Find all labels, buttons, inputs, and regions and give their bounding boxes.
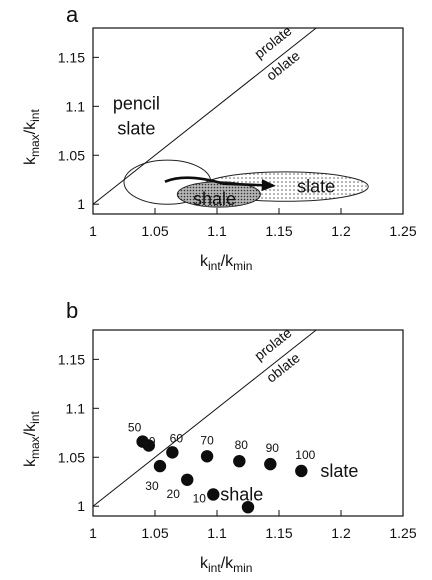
panel-a-frame — [92, 27, 404, 215]
data-point — [181, 473, 194, 486]
x-tick-label: 1.25 — [389, 525, 416, 541]
pencil-slate-label-line-1: pencil — [113, 93, 160, 113]
data-point — [207, 488, 220, 501]
slate-annotation: slate — [320, 461, 358, 481]
x-tick-label: 1.05 — [141, 223, 168, 239]
y-tick-label: 1.15 — [58, 49, 85, 65]
panel-b-frame — [92, 329, 404, 517]
panel-b-reference-line — [92, 329, 317, 507]
y-tick-label: 1 — [77, 498, 85, 514]
panel-b-points — [136, 435, 308, 514]
x-tick-label: 1.05 — [141, 525, 168, 541]
data-point-label: 100 — [295, 448, 315, 462]
x-tick-label: 1.2 — [331, 525, 351, 541]
x-tick-label: 1 — [89, 525, 97, 541]
panel-b-x-axis-label: kint/kmin — [200, 555, 252, 575]
x-tick-label: 1 — [89, 223, 97, 239]
panel-a-trend-arrow — [164, 176, 276, 192]
x-tick-label: 1.25 — [389, 223, 416, 239]
panel-b-y-ticks: 1 1.05 1.1 1.15 — [58, 351, 99, 514]
panel-a-reference-line — [92, 27, 317, 205]
x-tick-label: 1.1 — [207, 525, 227, 541]
y-tick-label: 1.05 — [58, 449, 85, 465]
data-point — [166, 446, 179, 459]
panel-a-regions — [123, 159, 369, 208]
y-tick-label: 1.1 — [66, 98, 86, 114]
x-tick-label: 1.15 — [265, 525, 292, 541]
data-point-label: 60 — [170, 431, 184, 445]
panel-a-y-axis-label: kmax/kint — [22, 109, 42, 165]
data-point — [241, 500, 255, 514]
data-point-label: 30 — [145, 479, 159, 493]
panel-b-x-ticks: 1 1.05 1.1 1.15 1.2 1.25 — [89, 510, 417, 541]
x-tick-label: 1.15 — [265, 223, 292, 239]
data-point — [295, 464, 308, 478]
panel-b-y-axis-label: kmax/kint — [22, 411, 42, 467]
y-tick-label: 1.05 — [58, 147, 85, 163]
y-tick-label: 1.15 — [58, 351, 85, 367]
data-point — [136, 435, 149, 448]
data-point-label: 40 — [142, 435, 156, 449]
panel-a-x-ticks: 1 1.05 1.1 1.15 1.2 1.25 — [89, 208, 417, 239]
shale-annotation: shale — [220, 484, 263, 504]
data-point — [200, 450, 214, 463]
data-point — [233, 454, 246, 468]
data-point — [264, 457, 277, 471]
pencil-slate-label-line-2: slate — [117, 119, 155, 139]
x-tick-label: 1.1 — [207, 223, 227, 239]
data-point-label: 80 — [235, 438, 249, 452]
panel-a: a 11.051.11.15 1 1.05 1.1 1.15 1.2 1.25 prola… — [22, 2, 417, 273]
data-point-label: 70 — [200, 433, 214, 447]
panel-b-label: b — [66, 298, 78, 323]
data-point-label: 20 — [167, 487, 181, 501]
data-point — [153, 459, 167, 473]
panel-a-x-axis-label: kint/kmin — [200, 253, 252, 273]
panel-a-y-ticks: 1 1.05 1.1 1.15 — [58, 49, 99, 212]
x-tick-label: 1.2 — [331, 223, 351, 239]
data-point-label: 50 — [128, 421, 142, 435]
data-point-label: 10 — [193, 491, 207, 505]
panel-a-label: a — [66, 2, 79, 27]
shale-region-label: shale — [193, 189, 236, 209]
y-tick-label: 1.1 — [66, 400, 86, 416]
data-point-label: 90 — [266, 441, 280, 455]
panel-b: b 11.051.11.15 1 1.05 1.1 1.15 1.2 1.25 prola… — [22, 298, 417, 575]
y-tick-label: 1 — [77, 196, 85, 212]
slate-region-label: slate — [297, 176, 335, 196]
